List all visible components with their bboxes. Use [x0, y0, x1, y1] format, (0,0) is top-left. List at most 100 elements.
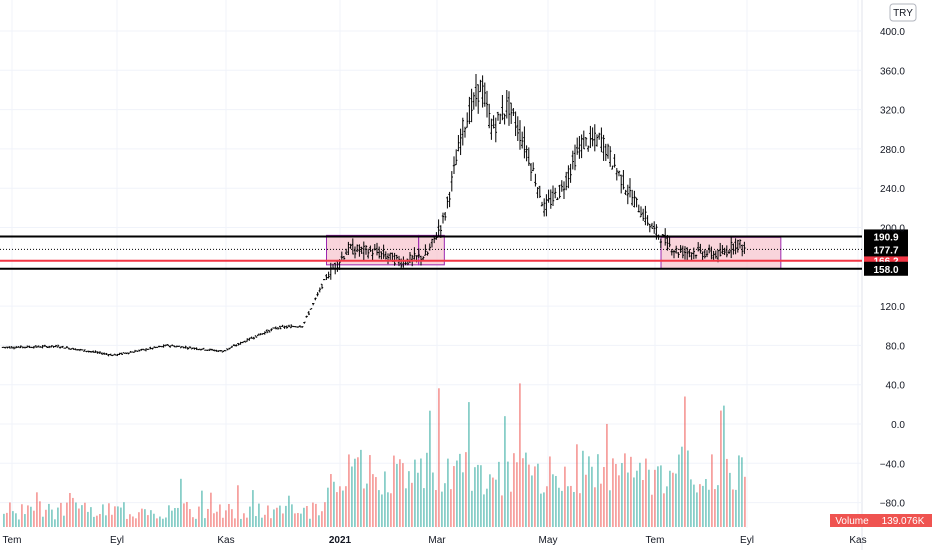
price-bar [268, 329, 271, 333]
price-bar [292, 325, 295, 328]
price-bar [351, 238, 354, 255]
price-bar [147, 348, 150, 350]
price-bar [270, 328, 273, 332]
volume-bar [249, 506, 251, 527]
price-bar [263, 331, 266, 335]
volume-bar [396, 463, 398, 527]
price-bar [653, 221, 656, 234]
volume-bar [276, 507, 278, 527]
volume-bar [63, 515, 65, 527]
volume-bar [555, 475, 557, 527]
price-bar [457, 135, 460, 152]
price-bar [48, 345, 51, 349]
price-bar [287, 324, 291, 328]
volume-bar [708, 489, 710, 527]
y-tick-label: 80.0 [886, 341, 906, 352]
price-bar [384, 251, 387, 260]
volume-bar [264, 514, 266, 527]
price-bar [571, 150, 574, 170]
volume-bar [549, 456, 551, 527]
volume-bar [582, 450, 584, 527]
price-bar [659, 238, 662, 249]
price-bar [444, 212, 447, 221]
volume-bars [3, 383, 746, 527]
y-tick-label: −40.0 [880, 459, 906, 470]
volume-bar [348, 454, 350, 527]
price-bar [8, 346, 11, 349]
volume-bar [270, 518, 272, 527]
volume-bar [279, 505, 281, 527]
price-bar [208, 348, 211, 351]
price-bar [85, 350, 88, 353]
price-bar [360, 246, 363, 254]
volume-bar [324, 502, 326, 527]
price-bar [452, 156, 456, 175]
volume-bar [513, 453, 515, 527]
currency-badge[interactable]: TRY [889, 3, 917, 22]
volume-bar [366, 483, 368, 527]
price-bar [109, 353, 112, 356]
volume-bar [9, 502, 11, 527]
price-bar [39, 346, 42, 348]
volume-bar [729, 472, 731, 527]
volume-bar [735, 489, 737, 527]
price-bar [714, 250, 717, 259]
volume-bar [447, 458, 449, 527]
volume-bar [477, 464, 479, 527]
volume-bar [648, 469, 650, 527]
y-axis[interactable]: 400.0 360.0 320.0 280.0 240.0 200.0 120.0 80.0 4… [880, 27, 906, 510]
price-bar [305, 315, 308, 318]
price-bar [551, 185, 555, 206]
volume-bar [687, 450, 689, 527]
x-tick-label: Tem [646, 535, 665, 546]
price-bar [648, 223, 651, 233]
range-rectangle[interactable] [660, 236, 782, 270]
volume-bar [507, 461, 509, 527]
price-bar [61, 345, 64, 348]
volume-bar [666, 486, 668, 527]
volume-bar [567, 486, 569, 527]
volume-bar [195, 518, 197, 527]
price-bar [635, 197, 638, 208]
price-bar [450, 171, 453, 192]
price-bar [578, 136, 581, 159]
volume-bar [456, 460, 458, 527]
price-bar [6, 346, 9, 349]
price-bar [483, 82, 486, 107]
price-bar [494, 117, 497, 143]
volume-bar [411, 482, 413, 527]
price-bar [309, 308, 313, 310]
price-bar [72, 347, 75, 350]
volume-bar [294, 513, 296, 527]
volume-bar [204, 518, 206, 527]
price-bar [314, 297, 317, 301]
price-bar [356, 244, 359, 253]
volume-bar [459, 453, 461, 527]
price-bar [303, 321, 306, 324]
volume-bar [690, 479, 692, 527]
price-bar [323, 278, 326, 281]
volume-bar [171, 510, 173, 527]
price-bar [556, 197, 559, 201]
volume-bar [360, 449, 362, 527]
price-bar [226, 348, 229, 351]
price-bar [516, 116, 519, 142]
price-bar [499, 113, 502, 124]
price-bar [184, 345, 187, 349]
volume-bar [300, 513, 302, 527]
x-axis[interactable]: Tem Eyl Kas 2021 Mar May Tem Eyl Kas [3, 535, 867, 546]
volume-bar [552, 474, 554, 527]
price-bar [386, 253, 390, 265]
y-tick-label: −80.0 [880, 499, 906, 510]
price-bar [162, 344, 165, 348]
price-bar [186, 347, 189, 350]
volume-bar [429, 410, 431, 527]
last-price-tag [864, 242, 908, 257]
volume-bar [576, 444, 578, 527]
volume-bar [672, 472, 674, 527]
price-bar [703, 249, 706, 259]
volume-bar [471, 490, 473, 527]
price-bar [362, 241, 365, 261]
